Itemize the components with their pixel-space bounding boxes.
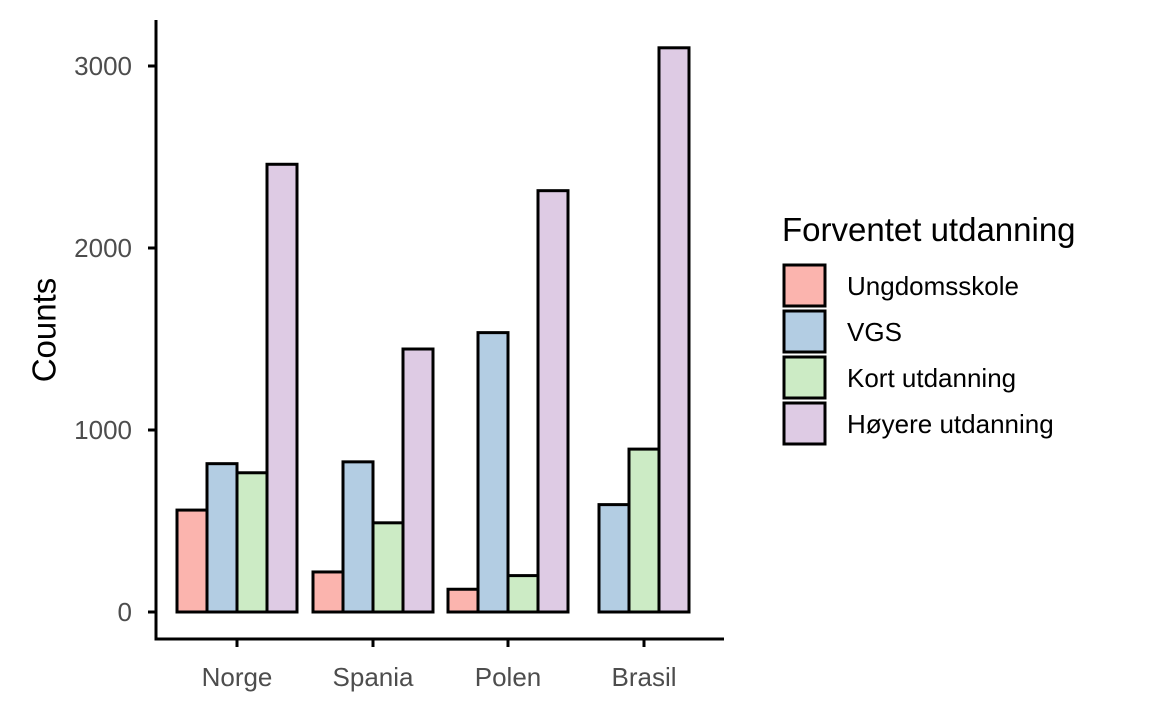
bar-brasil-1 — [597, 503, 631, 614]
bar-brasil-2 — [627, 447, 661, 614]
x-ticks: Norge Spania Polen Brasil — [202, 639, 677, 692]
legend-title: Forventet utdanning — [782, 211, 1076, 248]
legend-swatch — [782, 355, 827, 400]
legend-swatch — [782, 263, 827, 308]
x-tick-label: Brasil — [611, 662, 676, 692]
y-ticks: 0 1000 2000 3000 — [74, 51, 156, 627]
bar-norge-2 — [235, 471, 269, 614]
x-tick-label: Spania — [333, 662, 414, 692]
y-tick-label: 2000 — [74, 233, 132, 263]
bar-norge-3 — [265, 162, 299, 614]
legend-swatch — [782, 309, 827, 354]
bar-norge-1 — [205, 462, 239, 614]
x-tick-label: Polen — [475, 662, 542, 692]
bar-polen-1 — [476, 331, 510, 614]
bar-polen-2 — [506, 574, 540, 614]
bars-layer — [175, 46, 691, 614]
bar-brasil-3 — [657, 46, 691, 614]
y-axis-title: Counts — [26, 278, 63, 383]
x-tick-label: Norge — [202, 662, 273, 692]
legend-label: VGS — [847, 317, 902, 347]
legend-label: Kort utdanning — [847, 363, 1016, 393]
bar-spania-1 — [341, 460, 375, 614]
legend-label: Ungdomsskole — [847, 271, 1019, 301]
legend-items: Ungdomsskole VGS Kort utdanning Høyere utda… — [782, 263, 1054, 446]
bar-spania-0 — [311, 570, 345, 614]
y-tick-label: 0 — [118, 597, 132, 627]
legend-swatch — [782, 401, 827, 446]
bar-spania-3 — [401, 347, 435, 614]
bar-polen-0 — [446, 587, 480, 614]
bar-spania-2 — [371, 521, 405, 614]
axes-layer: 0 1000 2000 3000 Norge Spania Polen Brasil — [74, 20, 724, 692]
bar-norge-0 — [175, 508, 209, 614]
y-tick-label: 3000 — [74, 51, 132, 81]
y-tick-label: 1000 — [74, 415, 132, 445]
legend-label: Høyere utdanning — [847, 409, 1054, 439]
bar-polen-3 — [536, 189, 570, 614]
legend: Forventet utdanning Ungdomsskole VGS Kort … — [782, 211, 1076, 446]
